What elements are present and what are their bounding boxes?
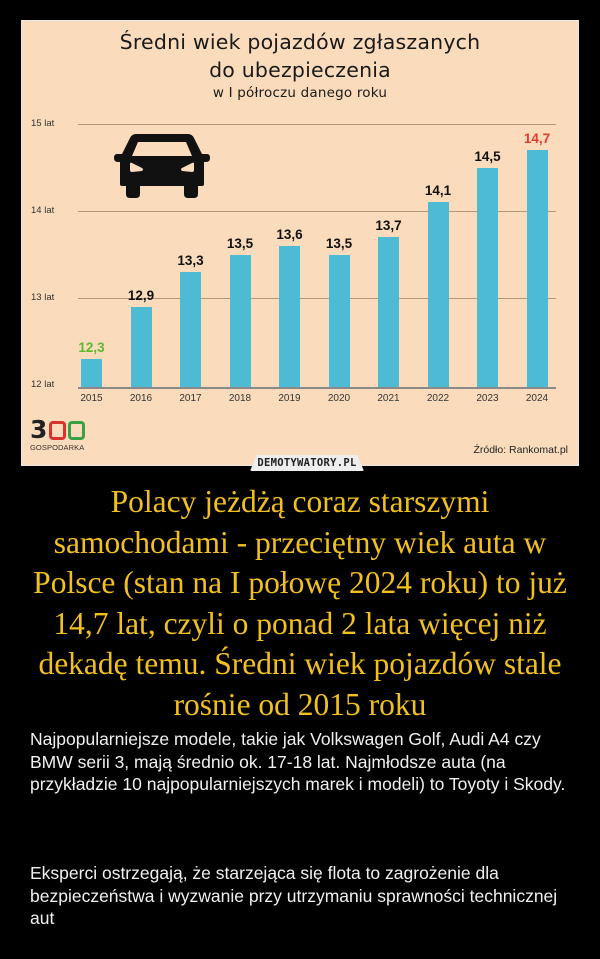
value-label: 12,3	[78, 339, 105, 355]
logo-text: GOSPODARKA	[30, 443, 85, 452]
bar-2015	[81, 358, 102, 387]
gridline	[78, 211, 556, 213]
x-tick-label: 2018	[228, 393, 252, 404]
x-tick-label: 2021	[377, 393, 400, 404]
y-tick-label: 15 lat	[31, 118, 55, 129]
gridline	[78, 124, 556, 126]
bar-2016	[130, 306, 152, 387]
body-paragraph-1: Najpopularniejsze modele, takie jak Volk…	[30, 729, 566, 794]
logo-300-gospodarka: 3 GOSPODARKA	[30, 415, 86, 452]
source-label: Źródło: Rankomat.pl	[473, 444, 568, 456]
logo-digit: 3	[30, 415, 48, 444]
value-label: 14,7	[523, 131, 551, 147]
bar-2024	[526, 150, 548, 387]
bar-2022	[427, 202, 449, 387]
headline: Polacy jeżdżą coraz starszymi samochodam…	[33, 484, 567, 722]
bar-2023	[477, 167, 498, 387]
x-tick-label: 2024	[525, 393, 549, 404]
x-tick-label: 2020	[327, 393, 351, 404]
x-tick-label: 2023	[476, 393, 499, 404]
logo-red-zero	[49, 421, 67, 440]
x-axis-line	[78, 387, 556, 389]
gridline	[78, 298, 556, 300]
value-label: 13,5	[325, 235, 353, 251]
value-label: 13,6	[276, 226, 303, 242]
watermark-demotywatory[interactable]: DEMOTYWATORY.PL	[250, 455, 364, 471]
x-tick-label: 2015	[80, 393, 103, 404]
value-label: 14,1	[424, 183, 452, 199]
chart-title-line2: do ubezpieczenia	[209, 58, 391, 82]
chart-title-line1: Średni wiek pojazdów zgłaszanych	[119, 30, 481, 54]
y-tick-label: 13 lat	[31, 292, 55, 303]
y-tick-label: 12 lat	[31, 379, 55, 390]
bar-2017	[180, 271, 201, 387]
x-tick-label: 2016	[129, 393, 153, 404]
value-label: 14,5	[474, 148, 501, 164]
body-paragraph-2: Eksperci ostrzegają, że starzejąca się f…	[30, 863, 558, 928]
value-label: 13,5	[226, 235, 254, 251]
chart-subtitle: w I półroczu danego roku	[212, 85, 388, 101]
bar-2020	[328, 254, 350, 387]
bar-2019	[279, 245, 300, 387]
logo-green-zero	[68, 421, 86, 440]
bar-2018	[229, 254, 251, 387]
x-tick-label: 2019	[278, 393, 301, 404]
car-icon	[114, 134, 210, 198]
x-tick-label: 2022	[426, 393, 450, 404]
x-tick-label: 2017	[179, 393, 202, 404]
y-tick-label: 14 lat	[31, 205, 55, 216]
value-label: 12,9	[127, 287, 155, 303]
value-label: 13,7	[375, 218, 402, 234]
chart-image: Średni wiek pojazdów zgłaszanych do ubez…	[21, 20, 579, 466]
value-label: 13,3	[177, 252, 204, 268]
bar-2021	[378, 237, 399, 387]
